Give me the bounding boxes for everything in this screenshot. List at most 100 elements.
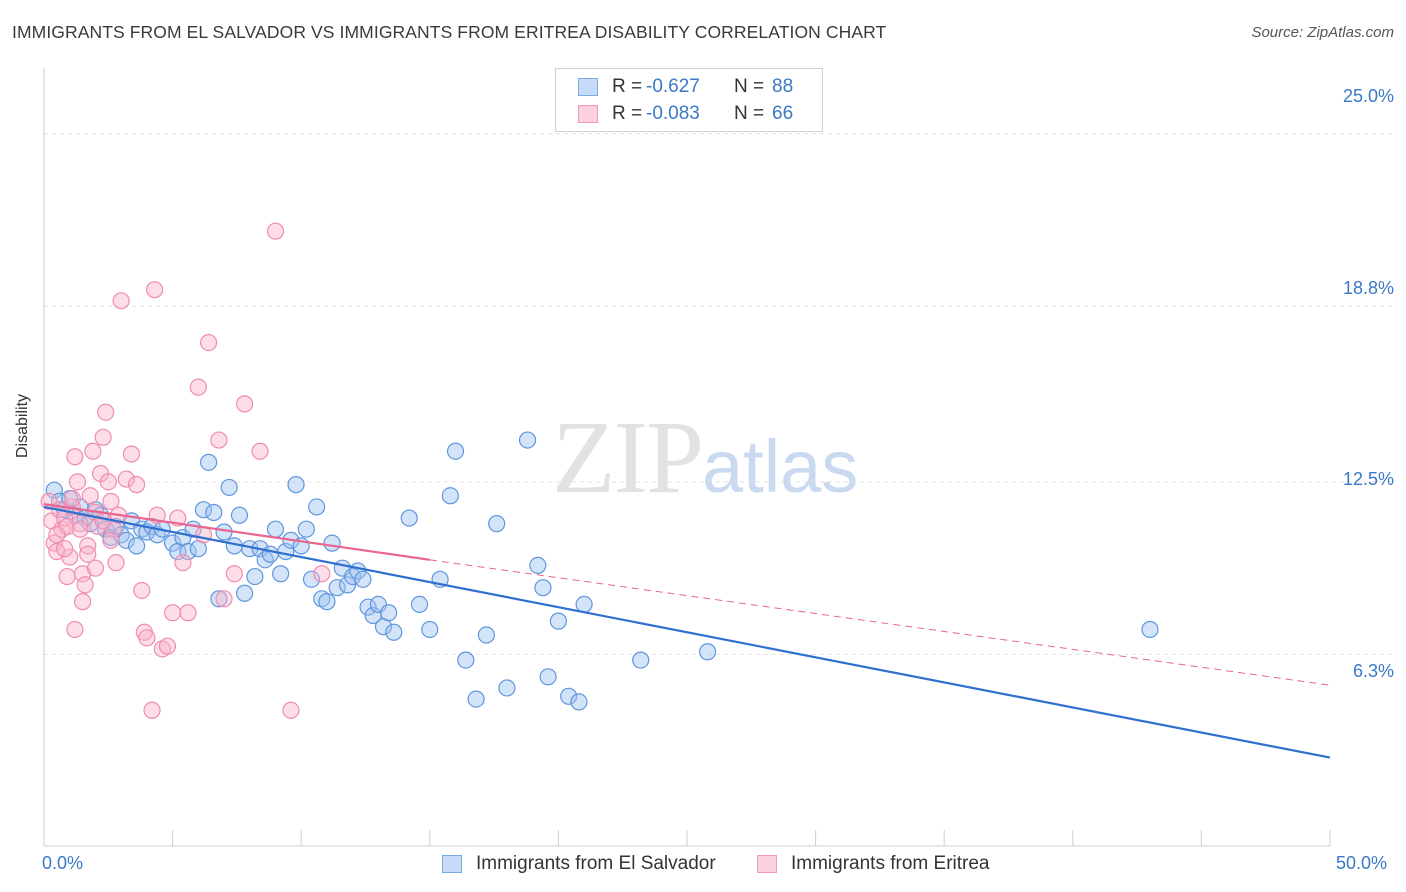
eritrea-point	[143, 701, 161, 719]
eritrea-point	[200, 333, 218, 352]
eritrea-point	[122, 445, 141, 463]
eritrea-point	[68, 473, 87, 491]
eritrea-point	[164, 604, 182, 622]
el-salvador-point	[246, 567, 264, 586]
eritrea-point	[94, 428, 112, 446]
eritrea-point	[76, 576, 94, 594]
el-salvador-point	[477, 626, 495, 644]
el-salvador-point	[518, 431, 537, 449]
eritrea-point	[194, 526, 213, 544]
el-salvador-point	[441, 487, 459, 505]
eritrea-point	[282, 701, 300, 719]
el-salvador-point	[338, 576, 357, 594]
y-tick-label: 25.0%	[1342, 86, 1394, 106]
eritrea-point	[266, 222, 285, 240]
eritrea-point	[107, 554, 125, 572]
el-salvador-point	[272, 565, 290, 583]
y-tick-label: 12.5%	[1342, 469, 1394, 489]
el-salvador-trend-line	[43, 505, 1331, 759]
el-salvador-point	[446, 442, 465, 460]
el-salvador-point	[297, 520, 315, 538]
eritrea-point	[112, 292, 130, 310]
n-value: 88	[772, 76, 794, 97]
y-axis-label: Disability	[14, 393, 31, 458]
el-salvador-point	[266, 520, 285, 538]
n-label: N =	[734, 103, 765, 124]
legend-item-el-salvador[interactable]: Immigrants from El Salvador	[442, 850, 716, 878]
eritrea-point	[133, 581, 151, 600]
el-salvador-point	[529, 556, 547, 575]
eritrea-point	[251, 442, 269, 460]
el-salvador-point	[318, 593, 336, 611]
eritrea-point	[145, 281, 164, 299]
eritrea-point	[73, 593, 92, 611]
legend-swatch	[578, 105, 598, 123]
eritrea-point	[313, 565, 331, 583]
watermark-zip: ZIP	[552, 400, 704, 515]
el-salvador-point	[236, 584, 254, 602]
eritrea-point	[138, 629, 156, 647]
el-salvador-point	[230, 506, 249, 524]
el-salvador-point	[302, 570, 321, 588]
el-salvador-point	[570, 693, 588, 711]
el-salvador-point	[359, 598, 377, 616]
el-salvador-point	[313, 590, 331, 608]
el-salvador-point	[127, 537, 146, 555]
legend-label: Immigrants from El Salvador	[476, 853, 716, 874]
eritrea-point	[84, 442, 102, 460]
el-salvador-point	[410, 595, 429, 614]
el-salvador-point	[164, 534, 182, 552]
el-salvador-point	[539, 668, 557, 686]
el-salvador-point	[400, 509, 418, 527]
eritrea-point	[102, 531, 120, 549]
source-label: Source: ZipAtlas.com	[1251, 24, 1394, 41]
eritrea-point	[153, 640, 171, 658]
el-salvador-point	[457, 651, 475, 669]
el-salvador-point	[200, 453, 218, 471]
y-tick-label: 18.8%	[1342, 278, 1394, 298]
eritrea-point	[97, 403, 115, 421]
eritrea-point	[99, 473, 117, 491]
legend-swatch	[757, 855, 777, 873]
legend-label: Immigrants from Eritrea	[791, 853, 990, 874]
eritrea-point	[236, 395, 254, 413]
eritrea-point	[102, 492, 120, 510]
el-salvador-point	[698, 643, 717, 661]
eritrea-trend-line	[43, 503, 430, 561]
eritrea-point	[86, 559, 105, 577]
r-label: R =	[612, 76, 643, 97]
el-salvador-point	[1141, 620, 1159, 639]
el-salvador-point	[354, 570, 372, 588]
el-salvador-point	[560, 687, 578, 705]
eritrea-point	[66, 620, 84, 639]
el-salvador-point	[488, 515, 506, 533]
el-salvador-point	[467, 690, 485, 708]
eritrea-point	[71, 515, 89, 533]
el-salvador-point	[534, 579, 552, 597]
eritrea-point	[58, 567, 76, 586]
watermark: ZIPatlas	[552, 398, 858, 517]
watermark-atlas: atlas	[702, 425, 859, 508]
stats-legend: R = -0.627 N = 88 R = -0.083 N = 66	[555, 68, 823, 132]
eritrea-point	[215, 590, 233, 608]
el-salvador-point	[328, 579, 346, 597]
x-min-label: 0.0%	[42, 853, 84, 873]
eritrea-point	[55, 540, 74, 558]
r-value: -0.083	[646, 103, 700, 124]
eritrea-point	[225, 565, 243, 583]
eritrea-point	[61, 548, 79, 566]
el-salvador-point	[220, 478, 238, 497]
eritrea-point	[117, 470, 135, 488]
eritrea-point	[158, 637, 177, 655]
el-salvador-point	[385, 623, 403, 641]
legend-swatch	[442, 855, 462, 873]
el-salvador-point	[498, 679, 516, 697]
y-tick-label: 6.3%	[1352, 661, 1394, 681]
el-salvador-point	[380, 604, 398, 622]
el-salvador-point	[632, 651, 650, 669]
el-salvador-point	[205, 503, 223, 522]
eritrea-point	[71, 520, 89, 538]
legend-item-eritrea[interactable]: Immigrants from Eritrea	[757, 850, 989, 878]
el-salvador-point	[261, 545, 279, 563]
